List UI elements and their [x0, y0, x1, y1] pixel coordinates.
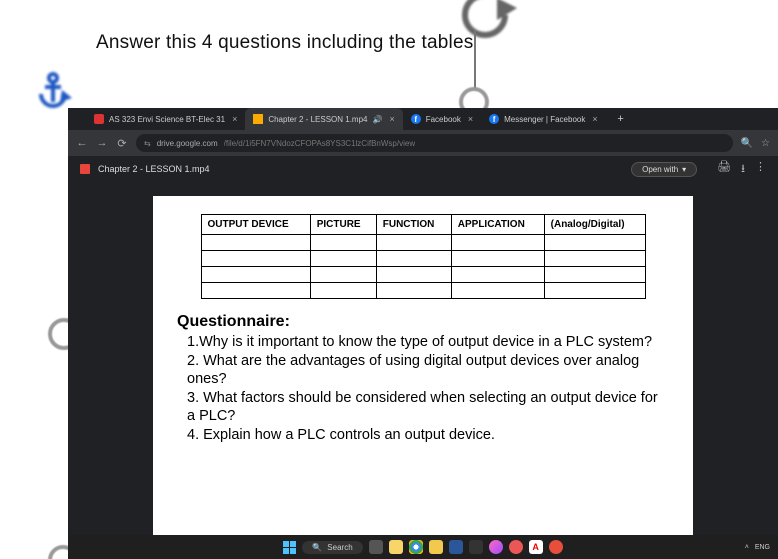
- url-host: drive.google.com: [157, 139, 218, 148]
- col-header: FUNCTION: [376, 215, 451, 235]
- tab-label: Chapter 2 - LESSON 1.mp4: [268, 115, 367, 124]
- col-header: OUTPUT DEVICE: [201, 215, 310, 235]
- close-icon[interactable]: ×: [389, 114, 394, 124]
- facebook-icon: f: [489, 114, 499, 124]
- forward-button[interactable]: →: [96, 137, 108, 149]
- file-title: Chapter 2 - LESSON 1.mp4: [98, 164, 623, 174]
- more-icon[interactable]: ⋮: [755, 160, 766, 179]
- tab-label: Facebook: [426, 115, 461, 124]
- document-viewport: OUTPUT DEVICE PICTURE FUNCTION APPLICATI…: [68, 182, 778, 535]
- explorer-icon[interactable]: [389, 540, 403, 554]
- taskview-icon[interactable]: [369, 540, 383, 554]
- document-page: OUTPUT DEVICE PICTURE FUNCTION APPLICATI…: [153, 196, 693, 535]
- chevron-up-icon[interactable]: ˄: [745, 544, 749, 551]
- tab-drive-active[interactable]: Chapter 2 - LESSON 1.mp4 🔊 ×: [245, 108, 402, 130]
- tab-messenger[interactable]: f Messenger | Facebook ×: [481, 108, 606, 130]
- col-header: PICTURE: [310, 215, 376, 235]
- windows-taskbar: 🔍 Search A ˄ ENG: [68, 535, 778, 559]
- app-icon-2[interactable]: [509, 540, 523, 554]
- chrome-icon[interactable]: [409, 540, 423, 554]
- close-icon[interactable]: ×: [468, 114, 473, 124]
- new-tab-button[interactable]: +: [606, 108, 636, 130]
- plus-icon: +: [614, 113, 628, 125]
- start-button[interactable]: [283, 541, 296, 554]
- print-icon[interactable]: 🖨: [717, 160, 731, 179]
- tab-facebook[interactable]: f Facebook ×: [403, 108, 481, 130]
- search-icon: 🔍: [312, 543, 322, 552]
- favicon-icon: [94, 114, 104, 124]
- questionnaire-list: 1.Why is it important to know the type o…: [177, 333, 669, 444]
- address-bar[interactable]: ⇆ drive.google.com /file/d/1i5FN7VNdozCF…: [136, 134, 733, 152]
- chevron-down-icon: ▾: [682, 165, 686, 174]
- browser-toolbar: ← → ⟳ ⇆ drive.google.com /file/d/1i5FN7V…: [68, 130, 778, 156]
- folder-icon[interactable]: [429, 540, 443, 554]
- tab-strip: AS 323 Envi Science BT-Elec 31 × Chapter…: [68, 108, 778, 130]
- reload-button[interactable]: ⟳: [116, 137, 128, 150]
- question-text: What are the advantages of using digital…: [187, 353, 639, 388]
- tab-course[interactable]: AS 323 Envi Science BT-Elec 31 ×: [86, 108, 245, 130]
- close-icon[interactable]: ×: [232, 114, 237, 124]
- close-icon[interactable]: ×: [592, 114, 597, 124]
- drive-file-bar: Chapter 2 - LESSON 1.mp4 Open with ▾ 🖨 ⭳…: [68, 156, 778, 182]
- col-header: APPLICATION: [451, 215, 544, 235]
- download-icon[interactable]: ⭳: [741, 160, 745, 179]
- page-title: Answer this 4 questions including the ta…: [96, 32, 473, 54]
- app-icon-3[interactable]: [549, 540, 563, 554]
- col-header: (Analog/Digital): [544, 215, 645, 235]
- messenger-icon[interactable]: [489, 540, 503, 554]
- app-icon[interactable]: [469, 540, 483, 554]
- back-button[interactable]: ←: [76, 137, 88, 149]
- video-file-icon: [80, 164, 90, 174]
- question-text: Why is it important to know the type of …: [199, 334, 652, 350]
- url-path: /file/d/1i5FN7VNdozCFOPAs8YS3C1lzCifBnWs…: [224, 139, 415, 148]
- speaker-icon: 🔊: [372, 115, 382, 124]
- tab-label: Messenger | Facebook: [504, 115, 585, 124]
- word-icon[interactable]: [449, 540, 463, 554]
- adobe-icon[interactable]: A: [529, 540, 543, 554]
- tab-label: AS 323 Envi Science BT-Elec 31: [109, 115, 225, 124]
- taskbar-search[interactable]: 🔍 Search: [302, 541, 362, 554]
- facebook-icon: f: [411, 114, 421, 124]
- connector-line: [474, 30, 476, 92]
- drive-icon: [253, 114, 263, 124]
- search-icon[interactable]: 🔍: [741, 138, 753, 149]
- question-text: Explain how a PLC controls an output dev…: [203, 427, 495, 443]
- question-text: What factors should be considered when s…: [187, 390, 658, 425]
- browser-window: AS 323 Envi Science BT-Elec 31 × Chapter…: [68, 108, 778, 559]
- language-indicator[interactable]: ENG: [755, 544, 770, 551]
- site-info-icon[interactable]: ⇆: [144, 139, 151, 148]
- open-with-label: Open with: [642, 165, 678, 174]
- questionnaire-heading: Questionnaire:: [177, 313, 669, 331]
- open-with-button[interactable]: Open with ▾: [631, 162, 697, 177]
- output-device-table: OUTPUT DEVICE PICTURE FUNCTION APPLICATI…: [201, 214, 646, 299]
- search-placeholder: Search: [327, 543, 352, 552]
- star-icon[interactable]: ☆: [761, 138, 770, 149]
